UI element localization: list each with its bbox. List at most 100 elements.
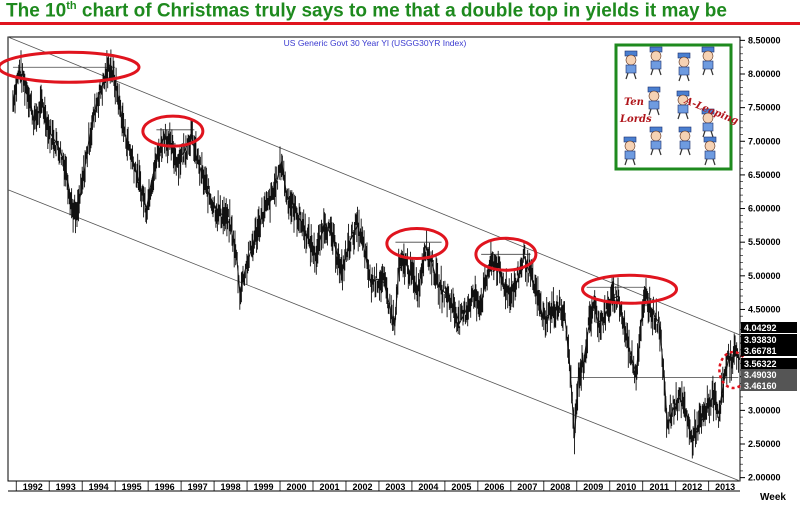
y-tick-label: 6.00000 bbox=[748, 204, 781, 214]
x-tick-label: 2005 bbox=[451, 482, 471, 492]
last-value-box bbox=[741, 369, 797, 380]
figure-head bbox=[704, 140, 716, 152]
x-tick-label: 1998 bbox=[221, 482, 241, 492]
figure-body bbox=[650, 140, 662, 150]
last-value-label: 3.66781 bbox=[744, 346, 777, 356]
y-tick-label: 7.00000 bbox=[748, 136, 781, 146]
figure-leg bbox=[712, 158, 716, 166]
chart-title: US Generic Govt 30 Year Yl (USGG30YR Ind… bbox=[284, 38, 467, 48]
figure-leg bbox=[648, 108, 652, 116]
figure-leg bbox=[702, 130, 706, 138]
highlight-ellipse-1 bbox=[0, 50, 141, 84]
channel-line-2 bbox=[7, 189, 741, 482]
figure-leg bbox=[632, 158, 636, 166]
figure-leg bbox=[685, 112, 689, 120]
figure-leg bbox=[658, 148, 662, 156]
figure-body bbox=[650, 60, 662, 70]
leprechaun-figure bbox=[701, 46, 715, 76]
figure-body bbox=[679, 140, 691, 150]
figure-leg bbox=[679, 148, 683, 156]
yield-series-bars bbox=[12, 49, 739, 459]
last-value-box bbox=[741, 358, 797, 369]
figure-leg bbox=[650, 68, 654, 76]
x-tick-label: 1993 bbox=[56, 482, 76, 492]
x-tick-label: 1994 bbox=[89, 482, 109, 492]
leprechaun-figure bbox=[623, 136, 637, 166]
figure-leg bbox=[710, 68, 714, 76]
figure-body bbox=[625, 64, 637, 74]
leprechaun-figure bbox=[649, 126, 663, 156]
inset-word-ten: Ten bbox=[624, 97, 644, 108]
leprechaun-figure bbox=[649, 46, 663, 76]
last-value-box bbox=[741, 345, 797, 356]
x-tick-label: 1997 bbox=[188, 482, 208, 492]
last-value-label: 3.56322 bbox=[744, 359, 777, 369]
figure-head bbox=[702, 50, 714, 62]
x-tick-label: 2008 bbox=[550, 482, 570, 492]
x-axis-label: Week bbox=[760, 492, 786, 503]
figure-body bbox=[702, 60, 714, 70]
y-tick-label: 4.50000 bbox=[748, 304, 781, 314]
highlight-ellipse-2 bbox=[141, 114, 205, 148]
figure-head bbox=[678, 56, 690, 68]
figure-leg bbox=[658, 68, 662, 76]
last-value-label: 3.46160 bbox=[744, 381, 777, 391]
x-tick-label: 2001 bbox=[319, 482, 339, 492]
figure-head bbox=[650, 50, 662, 62]
x-tick-label: 2009 bbox=[583, 482, 603, 492]
last-value-box bbox=[741, 380, 797, 391]
highlight-ellipse-3 bbox=[385, 227, 449, 261]
leprechaun-figure bbox=[647, 86, 661, 116]
figure-head bbox=[679, 130, 691, 142]
x-tick-label: 2002 bbox=[352, 482, 372, 492]
y-tick-label: 2.00000 bbox=[748, 473, 781, 483]
x-tick-label: 2013 bbox=[715, 482, 735, 492]
figure-body bbox=[678, 66, 690, 76]
x-tick-label: 2012 bbox=[682, 482, 702, 492]
figure-body bbox=[704, 150, 716, 160]
x-tick-label: 2006 bbox=[484, 482, 504, 492]
last-value-label: 3.49030 bbox=[744, 370, 777, 380]
leprechaun-figure bbox=[678, 126, 692, 156]
figure-head bbox=[648, 90, 660, 102]
figure-leg bbox=[678, 74, 682, 82]
ten-lords-inset: Ten Lords A-Leaping bbox=[614, 43, 740, 171]
x-tick-label: 2004 bbox=[418, 482, 438, 492]
y-tick-label: 6.50000 bbox=[748, 170, 781, 180]
figure-body bbox=[624, 150, 636, 160]
figure-head bbox=[625, 54, 637, 66]
leprechaun-figure bbox=[676, 90, 690, 120]
figure-leg bbox=[710, 130, 714, 138]
figure-leg bbox=[656, 108, 660, 116]
yield-chart: US Generic Govt 30 Year Yl (USGG30YR Ind… bbox=[0, 35, 797, 503]
x-tick-label: 1995 bbox=[122, 482, 142, 492]
figure-body bbox=[677, 104, 689, 114]
last-value-box bbox=[741, 322, 797, 333]
figure-leg bbox=[677, 112, 681, 120]
x-tick-label: 1996 bbox=[155, 482, 175, 492]
highlight-ellipse-5 bbox=[581, 273, 679, 305]
highlight-ellipse-4 bbox=[474, 236, 538, 272]
last-value-label: 3.93830 bbox=[744, 335, 777, 345]
y-tick-label: 2.50000 bbox=[748, 439, 781, 449]
figure-head bbox=[624, 140, 636, 152]
figure-leg bbox=[633, 72, 637, 80]
figure-leg bbox=[702, 68, 706, 76]
figure-leg bbox=[625, 72, 629, 80]
figure-leg bbox=[686, 74, 690, 82]
y-tick-label: 8.50000 bbox=[748, 35, 781, 45]
y-tick-label: 8.00000 bbox=[748, 69, 781, 79]
y-tick-label: 5.50000 bbox=[748, 237, 781, 247]
headline: The 10th chart of Christmas truly says t… bbox=[6, 0, 727, 22]
x-tick-label: 2000 bbox=[286, 482, 306, 492]
figure-body bbox=[702, 122, 714, 132]
figure-leg bbox=[624, 158, 628, 166]
leprechaun-figure bbox=[677, 52, 691, 82]
x-tick-label: 2007 bbox=[517, 482, 537, 492]
last-value-box bbox=[741, 334, 797, 345]
figure-leg bbox=[650, 148, 654, 156]
figure-body bbox=[648, 100, 660, 110]
inset-word-lords: Lords bbox=[619, 114, 652, 125]
y-tick-label: 3.00000 bbox=[748, 405, 781, 415]
y-tick-label: 5.00000 bbox=[748, 271, 781, 281]
